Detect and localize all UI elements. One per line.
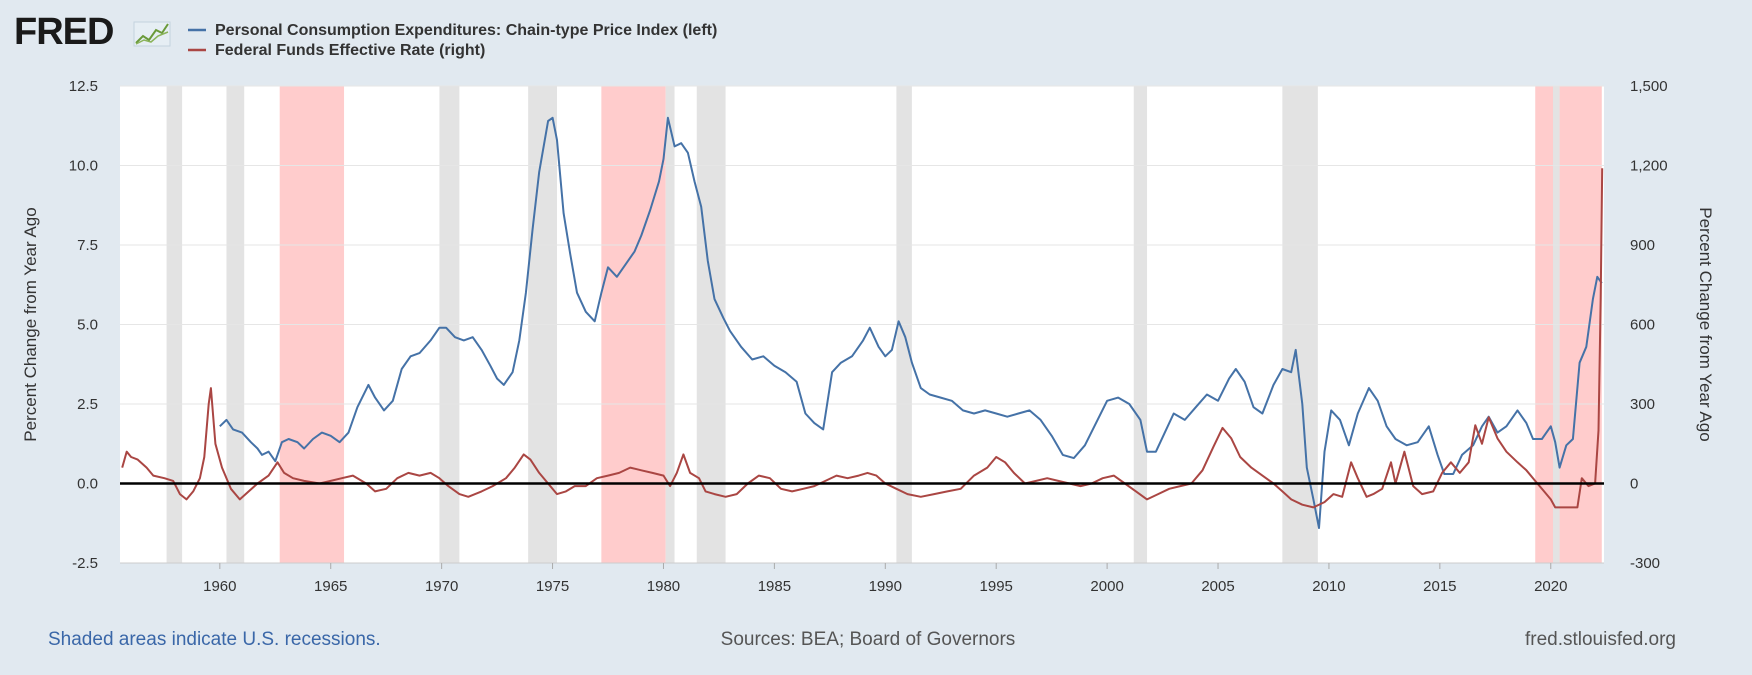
y-right-tick-label: 0	[1630, 476, 1638, 493]
x-tick-label: 1985	[758, 578, 791, 595]
y-right-tick-label: 1,500	[1630, 78, 1668, 95]
series-line-pce[interactable]	[219, 116, 1603, 529]
y-axis-left-ticks: -2.5 0.0 2.5 5.0 7.5 10.0 12.5	[69, 78, 98, 572]
y-left-tick-label: 12.5	[69, 78, 98, 95]
legend-label-ffr: Federal Funds Effective Rate (right)	[215, 42, 485, 59]
x-tick-label: 2010	[1312, 578, 1345, 595]
x-tick-label: 2015	[1423, 578, 1456, 595]
legend-label-pce: Personal Consumption Expenditures: Chain…	[215, 22, 717, 39]
y-axis-right-title: Percent Change from Year Ago	[1696, 207, 1715, 441]
fred-logo-text: FRED	[14, 11, 113, 53]
x-tick-label: 2005	[1201, 578, 1234, 595]
legend-item-ffr[interactable]: Federal Funds Effective Rate (right)	[188, 42, 485, 59]
x-tick-label: 1990	[869, 578, 902, 595]
legend-item-pce[interactable]: Personal Consumption Expenditures: Chain…	[188, 22, 717, 39]
y-right-tick-label: 300	[1630, 396, 1655, 413]
x-tick-label: 1975	[536, 578, 569, 595]
fred-logo[interactable]: FRED	[14, 11, 171, 53]
y-right-tick-label: 600	[1630, 317, 1655, 334]
site-link[interactable]: fred.stlouisfed.org	[1525, 629, 1676, 650]
x-tick-label: 1960	[203, 578, 236, 595]
series-line-ffr[interactable]	[121, 168, 1604, 509]
y-right-tick-label: 900	[1630, 237, 1655, 254]
x-tick-label: 1970	[425, 578, 458, 595]
y-axis-right-ticks: -300 0 300 600 900 1,200 1,500	[1630, 78, 1668, 572]
y-left-tick-label: 0.0	[77, 476, 98, 493]
y-left-tick-label: 2.5	[77, 396, 98, 413]
x-tick-label: 2000	[1090, 578, 1123, 595]
y-axis-left-title: Percent Change from Year Ago	[21, 207, 40, 441]
y-left-tick-label: 5.0	[77, 317, 98, 334]
y-right-tick-label: -300	[1630, 555, 1660, 572]
x-axis-ticks: 1960 1965 1970 1975 1980 1985 1990 1995 2000 2005…	[120, 562, 1604, 595]
y-right-tick-label: 1,200	[1630, 158, 1668, 175]
y-left-tick-label: -2.5	[72, 555, 98, 572]
recession-note: Shaded areas indicate U.S. recessions.	[48, 629, 381, 650]
x-tick-label: 1965	[314, 578, 347, 595]
legend: Personal Consumption Expenditures: Chain…	[188, 22, 717, 59]
x-tick-label: 1995	[980, 578, 1013, 595]
line-chart-icon	[133, 21, 171, 47]
x-tick-label: 1980	[647, 578, 680, 595]
y-left-tick-label: 10.0	[69, 158, 98, 175]
x-tick-label: 2020	[1534, 578, 1567, 595]
y-left-tick-label: 7.5	[77, 237, 98, 254]
sources-text: Sources: BEA; Board of Governors	[721, 629, 1016, 650]
series-lines	[121, 116, 1604, 529]
